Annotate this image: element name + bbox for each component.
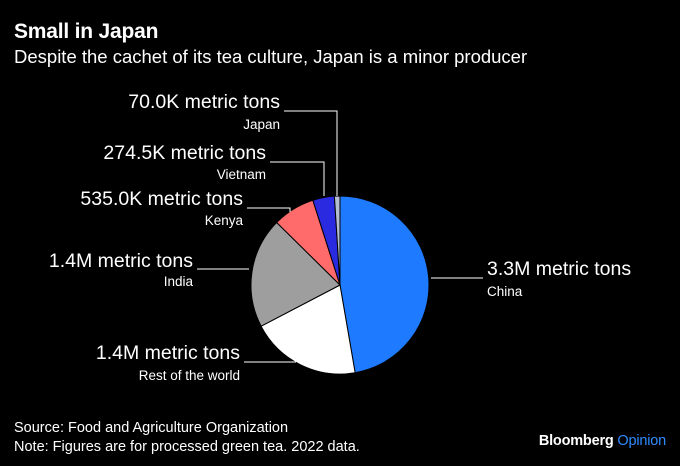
chart-title: Small in Japan <box>14 20 159 43</box>
leader-line-vietnam <box>270 161 325 196</box>
brand-logo: Bloomberg Opinion <box>539 433 666 449</box>
slice-value-label: 70.0K metric tons <box>128 91 280 113</box>
slice-labels: 3.3M metric tons China 1.4M metric tons Res… <box>49 91 632 383</box>
slice-category-label: Vietnam <box>217 167 266 182</box>
chart-source: Source: Food and Agriculture Organizatio… <box>14 419 360 457</box>
slice-value-label: 1.4M metric tons <box>96 342 240 364</box>
slice-value-label: 3.3M metric tons <box>487 258 631 280</box>
slice-value-label: 1.4M metric tons <box>49 250 193 272</box>
chart-subtitle: Despite the cachet of its tea culture, J… <box>14 46 528 67</box>
pie-slice-rest-of-the-world <box>260 284 356 375</box>
brand-main: Bloomberg <box>538 433 614 449</box>
leader-line-kenya <box>247 207 291 212</box>
slice-category-label: India <box>164 274 194 289</box>
pie-slice-japan <box>333 195 341 286</box>
pie-slice-china <box>339 195 430 374</box>
note-text: Note: Figures are for processed green te… <box>14 439 360 455</box>
slice-category-label: Japan <box>243 117 280 132</box>
leader-lines <box>197 110 483 363</box>
slice-value-label: 274.5K metric tons <box>103 142 266 164</box>
source-text: Source: Food and Agriculture Organizatio… <box>14 420 289 436</box>
slice-value-label: 535.0K metric tons <box>80 188 243 210</box>
slice-category-label: Kenya <box>205 213 244 228</box>
brand-accent: Opinion <box>617 433 666 449</box>
slice-category-label: Rest of the world <box>139 368 240 383</box>
slice-category-label: China <box>487 284 523 299</box>
leader-line-japan <box>284 110 338 196</box>
pie-slice-india <box>250 221 341 327</box>
pie-slices <box>250 195 430 375</box>
